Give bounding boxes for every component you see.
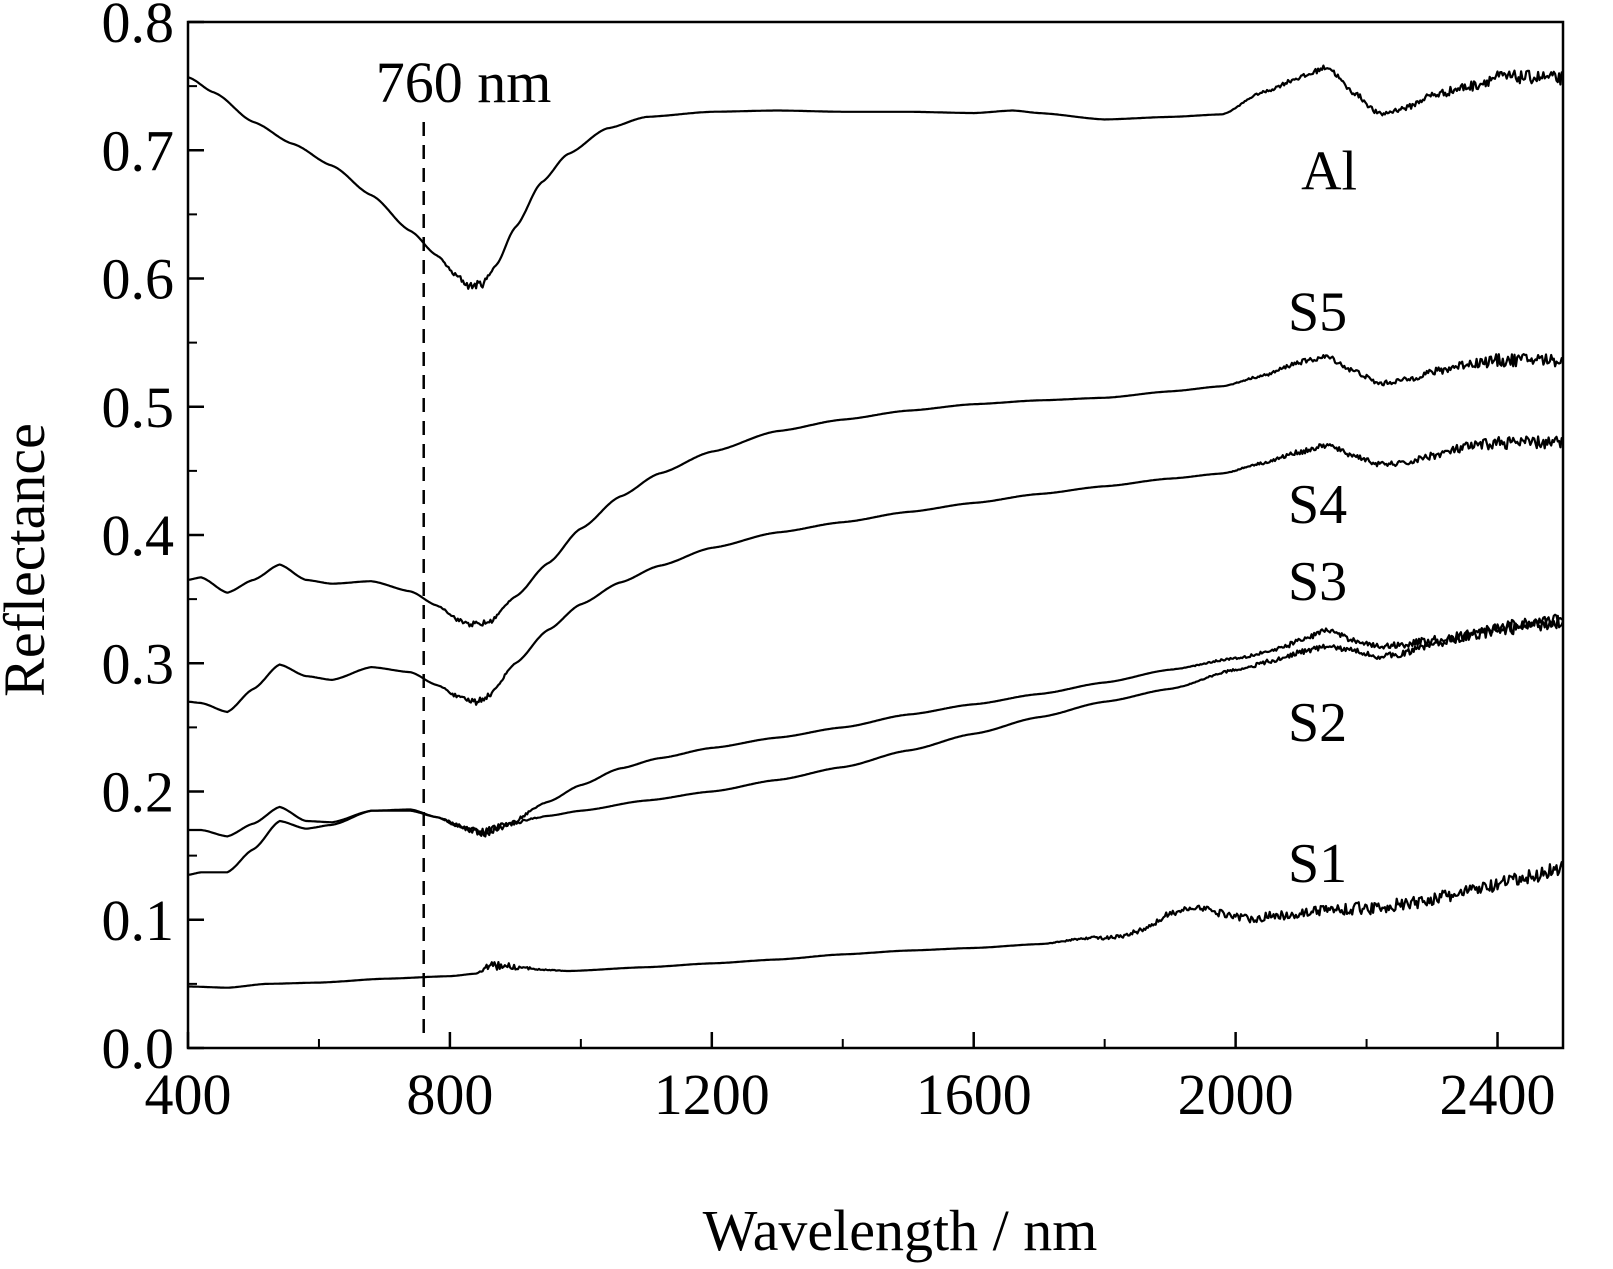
y-tick-label: 0.1 xyxy=(102,888,175,953)
series-line-s5 xyxy=(187,353,1564,628)
y-tick-label: 0.0 xyxy=(102,1016,175,1081)
series-line-s4 xyxy=(187,435,1565,714)
series-label-s4: S4 xyxy=(1288,474,1347,536)
annotation-label: 760 nm xyxy=(376,50,552,115)
y-tick-label: 0.6 xyxy=(102,247,175,312)
series-label-s2: S2 xyxy=(1288,692,1347,754)
series-line-s2 xyxy=(187,613,1564,876)
series-label-al: Al xyxy=(1301,140,1357,202)
series-line-al xyxy=(187,64,1565,290)
plot-lines: 760 nm xyxy=(187,50,1565,1036)
x-tick-label: 2400 xyxy=(1440,1062,1556,1127)
x-tick-label: 800 xyxy=(406,1062,493,1127)
series-labels: Al S5 S4 S3 S2 S1 xyxy=(1288,140,1357,895)
x-tick-label: 1600 xyxy=(916,1062,1032,1127)
y-tick-label: 0.5 xyxy=(102,375,175,440)
series-label-s5: S5 xyxy=(1288,282,1347,344)
x-tick-label: 400 xyxy=(145,1062,232,1127)
y-tick-label: 0.7 xyxy=(102,118,175,183)
y-tick-label: 0.3 xyxy=(102,631,175,696)
series-line-s1 xyxy=(187,860,1565,989)
x-tick-label: 1200 xyxy=(654,1062,770,1127)
series-label-s3: S3 xyxy=(1288,551,1347,613)
y-tick-label: 0.2 xyxy=(102,760,175,825)
axes: 400 800 1200 1600 2000 2400 0.0 0.1 0.2 0.3 0.4 0.5… xyxy=(102,0,1565,1127)
y-axis-title: Reflectance xyxy=(0,423,57,697)
x-tick-label: 2000 xyxy=(1178,1062,1294,1127)
y-tick-label: 0.8 xyxy=(102,0,175,55)
series-label-s1: S1 xyxy=(1288,833,1347,895)
y-tick-label: 0.4 xyxy=(102,503,175,568)
x-axis-title: Wavelength / nm xyxy=(703,1198,1098,1263)
